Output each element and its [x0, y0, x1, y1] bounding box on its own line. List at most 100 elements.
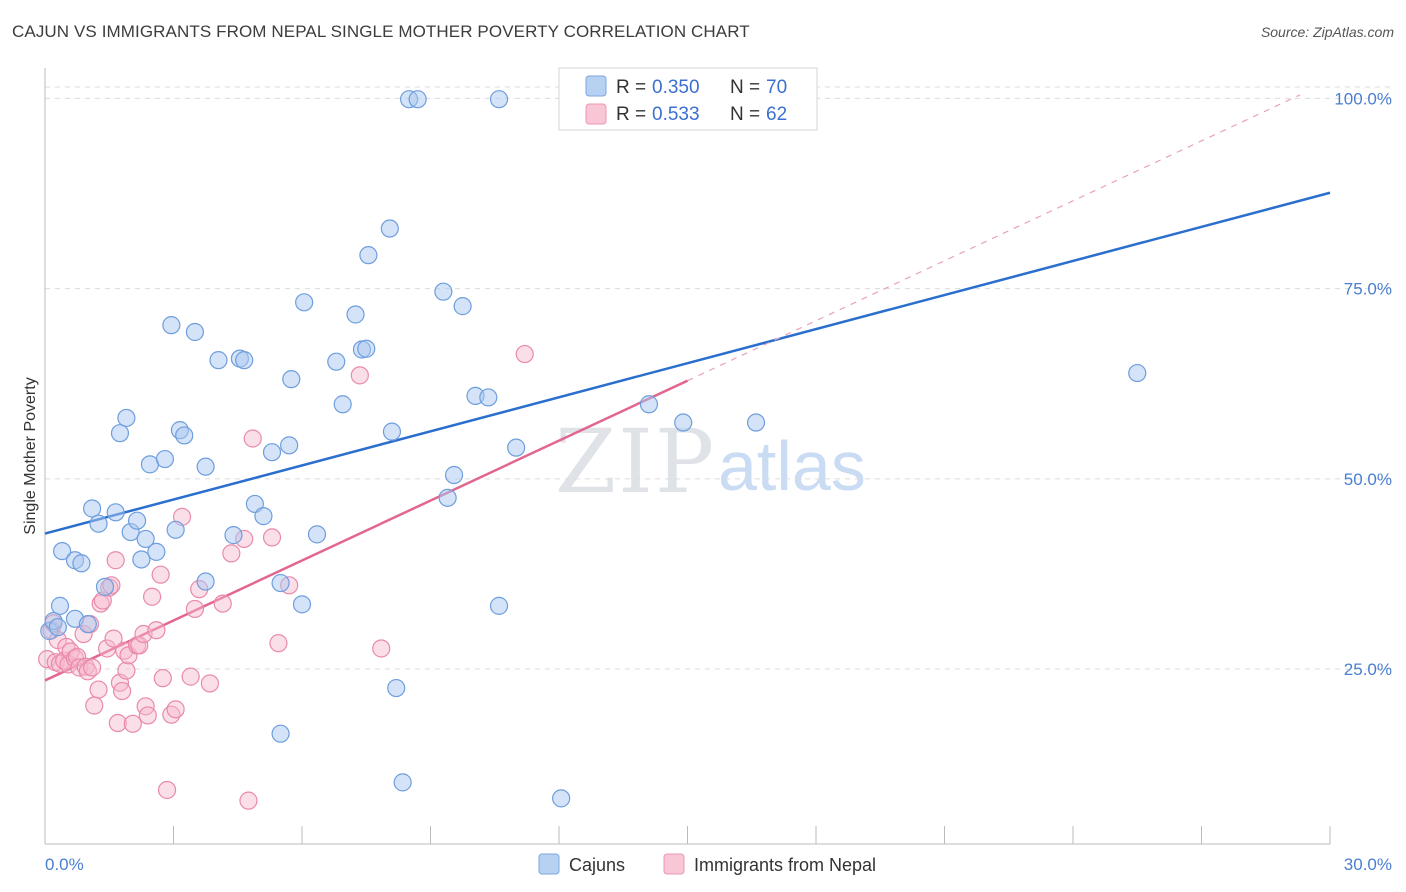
legend-r-label-nepal: R =: [616, 104, 646, 125]
cajun-point: [393, 773, 412, 792]
cajun-point: [48, 618, 67, 637]
cajun-point: [110, 424, 130, 443]
bottom-legend-swatch-nepal: [663, 853, 685, 875]
nepal-point: [222, 544, 241, 563]
cajun-point: [224, 526, 243, 545]
nepal-point: [185, 599, 205, 619]
cajun-point: [147, 542, 166, 561]
cajun-point: [333, 395, 352, 414]
cajun-point: [346, 305, 365, 324]
cajun-point: [382, 422, 402, 441]
nepal-point: [350, 366, 369, 385]
cajun-point: [327, 352, 346, 371]
legend-n-value-nepal: 62: [766, 104, 787, 125]
bottom-legend-label-nepal: Immigrants from Nepal: [694, 855, 876, 875]
cajun-point: [1128, 363, 1147, 383]
y-tick-label: 100.0%: [1334, 89, 1392, 108]
cajun-point: [359, 246, 378, 265]
cajun-point: [387, 678, 406, 698]
nepal-point: [213, 594, 232, 613]
watermark-zip: ZIP: [555, 410, 716, 513]
cajun-point: [307, 525, 327, 544]
bottom-legend-label-cajuns: Cajuns: [569, 855, 625, 875]
y-tick-label: 25.0%: [1344, 660, 1392, 679]
cajun-point: [209, 351, 228, 370]
cajun-point: [235, 351, 254, 370]
nepal-point: [157, 780, 177, 800]
y-axis-label: Single Mother Poverty: [22, 377, 39, 534]
legend-n-label-nepal: N =: [730, 104, 760, 125]
cajun-regression-line: [44, 191, 1331, 535]
regression-lines: [44, 94, 1331, 682]
cajun-point: [175, 426, 194, 445]
nepal-point: [262, 528, 282, 547]
series-legend: Cajuns Immigrants from Nepal: [538, 853, 876, 875]
legend-r-value-cajuns: 0.350: [652, 77, 700, 98]
cajun-point: [674, 413, 693, 432]
x-tick-label-max: 30.0%: [1344, 855, 1392, 874]
chart-title: CAJUN VS IMMIGRANTS FROM NEPAL SINGLE MO…: [12, 22, 750, 41]
y-tick-label: 50.0%: [1344, 470, 1392, 489]
cajun-point: [292, 595, 312, 614]
cajun-point: [295, 293, 314, 312]
nepal-point: [515, 344, 534, 364]
cajun-point: [106, 503, 125, 522]
cajun-point: [53, 541, 72, 561]
cajun-point: [489, 90, 509, 109]
nepal-point: [106, 551, 125, 570]
nepal-point: [117, 661, 136, 680]
cajun-point: [746, 413, 766, 432]
legend-r-value-nepal: 0.533: [652, 104, 700, 125]
nepal-point: [91, 594, 110, 613]
cajun-point: [89, 514, 108, 533]
cajun-point: [507, 438, 526, 457]
nepal-regression-extension: [687, 94, 1301, 382]
nepal-point: [239, 791, 258, 810]
cajun-point: [196, 572, 215, 591]
nepal-point: [123, 714, 142, 733]
gridlines: [45, 86, 1392, 670]
nepal-point: [372, 639, 391, 658]
cajun-point: [280, 436, 299, 455]
x-ticks: [44, 826, 1331, 844]
nepal-point: [269, 634, 288, 653]
cajun-point: [408, 90, 427, 109]
nepal-regression-line: [44, 379, 689, 682]
nepal-point: [200, 674, 220, 693]
cajun-point: [185, 322, 205, 342]
nepal-point: [130, 636, 149, 655]
nepal-point: [112, 681, 132, 701]
cajun-point: [271, 573, 290, 593]
cajun-point: [95, 577, 115, 596]
cajun-point: [380, 219, 399, 238]
cajun-point: [357, 339, 376, 358]
cajun-points: [40, 88, 1147, 808]
cajun-point: [162, 316, 181, 335]
legend-n-label-cajuns: N =: [730, 77, 760, 98]
cajun-point: [83, 499, 102, 518]
y-tick-label: 75.0%: [1344, 280, 1392, 299]
cajun-point: [262, 443, 282, 462]
cajun-point: [78, 615, 97, 634]
watermark-atlas: atlas: [718, 427, 866, 505]
x-tick-label-min: 0.0%: [45, 855, 84, 874]
legend-swatch-cajuns: [585, 75, 607, 97]
cajun-point: [453, 297, 472, 316]
nepal-point: [89, 680, 108, 699]
nepal-point: [104, 629, 123, 648]
cajun-point: [489, 596, 509, 615]
y-tick-labels: 25.0% 50.0% 75.0% 100.0%: [1334, 89, 1392, 679]
cajun-point: [196, 457, 215, 476]
nepal-point: [181, 667, 200, 686]
nepal-point: [108, 713, 127, 733]
nepal-point: [70, 658, 89, 677]
nepal-point: [83, 658, 102, 677]
cajun-point: [136, 529, 155, 549]
nepal-point: [142, 587, 162, 606]
cajun-point: [132, 550, 151, 569]
nepal-point: [166, 700, 185, 719]
cajun-point: [444, 465, 464, 485]
source-credit: Source: ZipAtlas.com: [1260, 24, 1394, 40]
legend-r-label-cajuns: R =: [616, 77, 646, 98]
